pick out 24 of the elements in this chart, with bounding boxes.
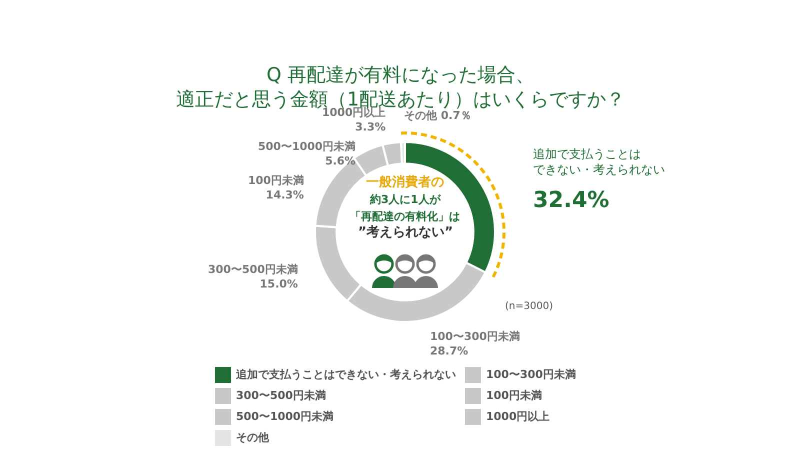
slice-label: 100〜300円未満 (430, 330, 520, 343)
text: (n=3000) (505, 301, 554, 312)
data-label: 14.3% (266, 188, 304, 202)
slice-label: 100円未満 (248, 174, 304, 187)
legend-label: 100円未満 (486, 388, 542, 403)
data-label: 5.6% (325, 154, 356, 168)
text: ”考えられない” (358, 225, 454, 240)
legend-label: 追加で支払うことはできない・考えられない (236, 367, 456, 382)
data-label: 32.4% (533, 188, 610, 213)
slice-label: 300〜500円未満 (208, 263, 298, 276)
data-label: 3.3% (355, 120, 386, 134)
legend-label: 100〜300円未満 (486, 367, 576, 382)
category-label: その他 0.7％ (404, 109, 472, 122)
slice-label: 追加で支払うことはできない・考えられない (533, 147, 665, 177)
legend-label: 300〜500円未満 (236, 388, 326, 403)
text: 約3人に1人が (369, 193, 442, 206)
slice-label: 500〜1000円未満 (258, 140, 356, 153)
legend-label: 1000円以上 (486, 409, 550, 424)
data-label: 15.0% (260, 277, 298, 290)
text: 「再配達の有料化」は (350, 210, 460, 223)
text: 一般消費者の (366, 175, 444, 190)
legend-label: その他 (236, 430, 269, 445)
data-label: 28.7% (430, 344, 468, 358)
legend-label: 500〜1000円未満 (236, 409, 334, 424)
